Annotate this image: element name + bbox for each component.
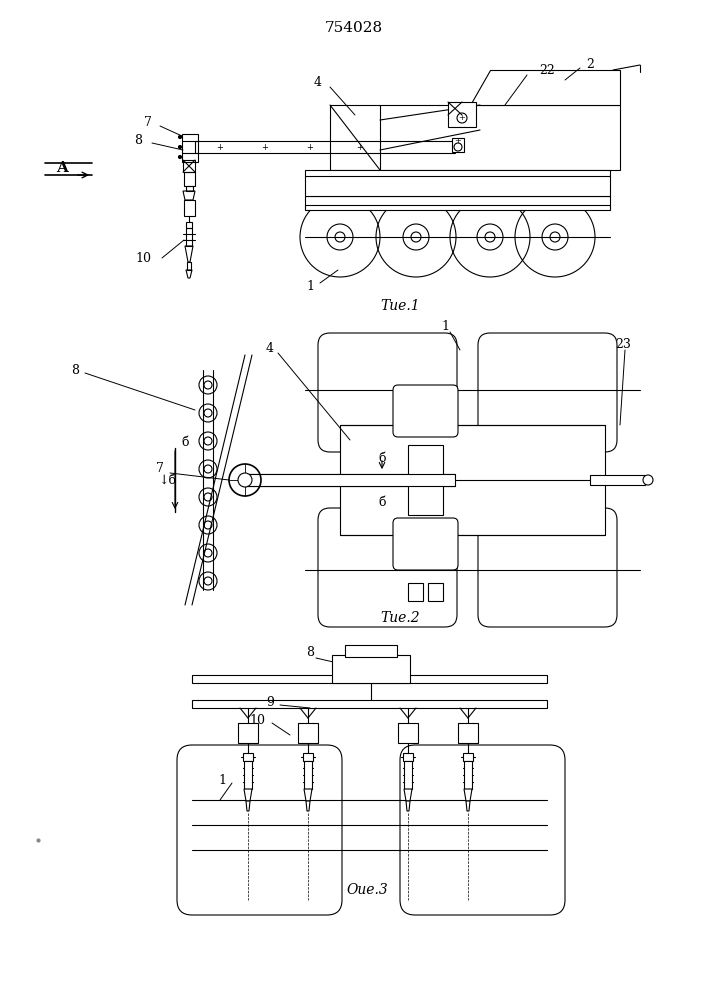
Text: 10: 10 — [135, 251, 151, 264]
Text: 1: 1 — [218, 774, 226, 786]
Text: 1: 1 — [441, 320, 449, 334]
Text: 22: 22 — [539, 64, 555, 77]
Polygon shape — [304, 789, 312, 801]
Polygon shape — [466, 801, 470, 811]
Text: Оие.3: Оие.3 — [346, 883, 388, 897]
Bar — [187, 262, 191, 270]
Bar — [590, 475, 645, 485]
FancyBboxPatch shape — [318, 508, 457, 627]
Text: 8: 8 — [134, 133, 142, 146]
FancyBboxPatch shape — [393, 385, 458, 437]
Bar — [305, 170, 610, 196]
Bar — [458, 723, 478, 743]
Text: 23: 23 — [615, 338, 631, 352]
Text: 4: 4 — [266, 342, 274, 355]
FancyBboxPatch shape — [177, 745, 342, 915]
Bar — [463, 753, 473, 761]
Bar — [345, 645, 397, 657]
FancyBboxPatch shape — [478, 508, 617, 627]
Bar — [192, 675, 547, 683]
Bar — [408, 445, 443, 515]
Text: +: + — [262, 142, 269, 151]
Text: 9: 9 — [266, 696, 274, 710]
Bar — [408, 583, 423, 601]
Circle shape — [643, 475, 653, 485]
Bar — [192, 700, 547, 708]
Bar — [304, 761, 312, 789]
FancyBboxPatch shape — [318, 333, 457, 452]
Polygon shape — [464, 789, 472, 801]
FancyBboxPatch shape — [393, 518, 458, 570]
Text: Τие.1: Τие.1 — [380, 299, 420, 313]
Text: 8: 8 — [306, 647, 314, 660]
Bar — [404, 761, 412, 789]
Polygon shape — [246, 801, 250, 811]
Text: б: б — [181, 436, 189, 448]
Bar — [186, 228, 192, 246]
Polygon shape — [404, 789, 412, 801]
Circle shape — [178, 135, 182, 138]
Text: 1: 1 — [306, 280, 314, 294]
Bar — [298, 723, 318, 743]
Bar — [244, 761, 252, 789]
Text: +: + — [216, 142, 223, 151]
Text: б: б — [378, 452, 386, 464]
Bar — [305, 196, 610, 210]
Circle shape — [550, 232, 560, 242]
FancyBboxPatch shape — [478, 333, 617, 452]
Circle shape — [238, 473, 252, 487]
Polygon shape — [306, 801, 310, 811]
Text: 2: 2 — [586, 58, 594, 72]
Bar — [184, 172, 195, 186]
Bar — [398, 390, 453, 432]
Text: ↓б: ↓б — [158, 474, 176, 487]
Bar — [398, 723, 418, 743]
Bar — [243, 753, 253, 761]
Bar — [428, 583, 443, 601]
Bar — [182, 134, 198, 162]
Circle shape — [178, 145, 182, 148]
Bar — [448, 102, 476, 127]
Text: 4: 4 — [314, 77, 322, 90]
Bar — [303, 753, 313, 761]
FancyBboxPatch shape — [400, 745, 565, 915]
Text: 10: 10 — [249, 714, 265, 726]
Text: 754028: 754028 — [325, 21, 383, 35]
Polygon shape — [244, 789, 252, 801]
Bar — [452, 138, 464, 152]
Text: 7: 7 — [144, 115, 152, 128]
Text: б: б — [378, 495, 386, 508]
Circle shape — [335, 232, 345, 242]
Polygon shape — [330, 105, 620, 170]
Bar — [340, 425, 605, 535]
Text: +: + — [455, 137, 462, 145]
Text: 7: 7 — [156, 462, 164, 475]
Polygon shape — [470, 70, 620, 105]
Bar — [184, 200, 195, 216]
Bar — [238, 723, 258, 743]
Text: +: + — [356, 142, 363, 151]
Circle shape — [411, 232, 421, 242]
Text: A: A — [56, 161, 68, 175]
Bar — [186, 222, 192, 228]
Bar — [464, 761, 472, 789]
Bar — [186, 186, 193, 191]
Bar — [332, 655, 410, 683]
Bar — [183, 160, 195, 172]
Bar — [403, 753, 413, 761]
Text: Τие.2: Τие.2 — [380, 611, 420, 625]
Text: +: + — [307, 142, 313, 151]
Circle shape — [485, 232, 495, 242]
Polygon shape — [406, 801, 410, 811]
Text: 8: 8 — [71, 363, 79, 376]
Text: +: + — [459, 114, 465, 122]
Bar — [245, 474, 455, 486]
Circle shape — [178, 155, 182, 158]
